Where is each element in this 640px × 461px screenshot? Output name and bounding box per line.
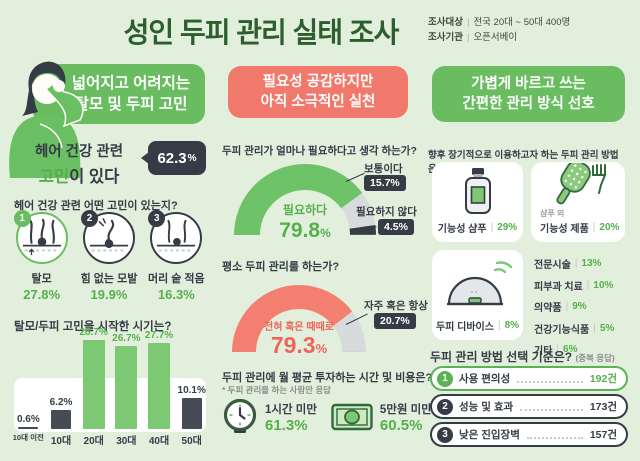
method-row: 전문시술 | 13%: [534, 258, 602, 271]
bar: [18, 427, 39, 429]
routine-gauge-block: 전혀 혹은 때때로 79.3% 자주 혹은 항상 20.7%: [224, 272, 428, 370]
invest-footnote: * 두피 관리를 하는 사람만 응답: [222, 385, 331, 395]
bar-column: 28.7% 20대: [77, 327, 110, 447]
start-period-chart: 0.6% 10대 이전 6.2% 10대 28.7% 20대 26.7% 30대 27.7% 40…: [12, 327, 208, 447]
svg-text:전혀 혹은 때때로: 전혀 혹은 때때로: [264, 320, 334, 333]
dotted-leader: [526, 430, 583, 439]
bar-value-label: 10.1%: [177, 385, 206, 396]
method-row: 의약품 | 9%: [534, 301, 587, 314]
criteria-title: 두피 관리 방법 선택 기준은? (중복 응답): [430, 350, 615, 364]
bar-category-label: 10대: [50, 436, 72, 447]
worried-woman-illustration: [9, 61, 84, 178]
bar-value-label: 27.7%: [144, 330, 174, 341]
survey-target: 조사대상 | 전국 20대 ~ 50대 400명: [428, 17, 571, 28]
gauge-segment: [232, 285, 366, 353]
svg-text:필요하다: 필요하다: [283, 202, 327, 217]
method-row: 건강기능식품 | 5%: [534, 322, 615, 336]
scalp-device-icon: [446, 261, 512, 306]
gauge-segment: [234, 164, 376, 236]
method-row: 기타 | 6%: [534, 344, 578, 357]
bar-column: 27.7% 40대: [143, 330, 176, 447]
bar-category-label: 50대: [181, 436, 202, 447]
rank-3-badge: 3: [148, 210, 166, 227]
rank-1-badge: 1: [13, 210, 31, 227]
invest-cost-item: 5만원 미만 60.5%: [331, 398, 432, 436]
page-title: 성인 두피 관리 실태 조사: [123, 17, 400, 48]
bar-category-label: 30대: [116, 436, 137, 447]
concern-item-thin-hair: 3 머리 숱 적음 16.3%: [143, 210, 210, 302]
start-period-question: 탈모/두피 고민을 시작한 시기는?: [14, 321, 172, 333]
bar-value-label: 0.6%: [16, 414, 40, 425]
criteria-rank-2: 2 성능 및 효과 173건: [430, 394, 628, 419]
gauge-side-label: 필요하지 않다: [356, 206, 417, 218]
brush-icon: [555, 163, 606, 205]
dotted-leader: [520, 402, 583, 411]
concern-item-hair-loss: 1 탈모 27.8%: [8, 210, 75, 302]
bar-category-label: 10대 이전: [12, 433, 44, 442]
bar-value-label: 26.7%: [112, 333, 141, 344]
weak-hair-icon: [89, 218, 129, 252]
concern-rate-badge: 62.3%: [141, 141, 206, 175]
bar-column: 6.2% 10대: [45, 397, 78, 447]
rank-2-badge: 2: [80, 210, 98, 227]
gauge-segment: [232, 285, 366, 353]
gauge-side-label: 보통이다: [364, 163, 403, 175]
card-sub-label: 샴푸 외: [540, 209, 565, 218]
clock-icon: [223, 398, 257, 433]
gauge-side-label: 자주 혹은 항상: [364, 300, 428, 312]
card-scalp-device: 두피 디바이스 | 8%: [432, 250, 523, 340]
svg-text:79.3%: 79.3%: [271, 332, 328, 356]
bar-column: 0.6% 10대 이전: [12, 414, 45, 446]
gauge-side-value: 4.5%: [378, 219, 414, 235]
invest-question: 두피 관리에 월 평균 투자하는 시간 및 비용은?: [222, 372, 433, 384]
need-gauge-block: 필요하다 79.8% 보통이다 15.7% 필요하지 않다 4.5%: [230, 155, 426, 257]
thin-hair-icon: [157, 219, 196, 252]
gauge-side-value: 15.7%: [364, 175, 406, 191]
bar: [181, 398, 202, 429]
bar: [115, 346, 138, 429]
hair-follicle-icon: [22, 218, 61, 256]
dotted-leader: [517, 374, 583, 383]
card-functional-shampoo: 기능성 샴푸 | 29%: [432, 162, 523, 242]
section-badge-passive-practice: 필요성 공감하지만 아직 소극적인 실천: [228, 66, 408, 118]
survey-agency: 조사기관 | 오픈서베이: [428, 32, 518, 43]
chart-backdrop: [14, 378, 206, 432]
gauge-side-value: 20.7%: [374, 313, 416, 329]
survey-meta: 조사대상 | 전국 20대 ~ 50대 400명 조사기관 | 오픈서베이: [428, 15, 570, 45]
invest-stats: 1시간 미만 61.3% 5만원 미만 60.5%: [222, 398, 432, 436]
other-methods-list: 전문시술 | 13% 피부과 치료 | 10% 의약품 | 9% 건강기능식품 | 5% 기타 |…: [534, 256, 634, 364]
routine-question: 평소 두피 관리를 하는가?: [222, 261, 340, 273]
bar-value-label: 6.2%: [49, 397, 73, 408]
bar: [82, 340, 105, 429]
criteria-rank-1: 1 사용 편의성 192건: [430, 366, 628, 391]
need-question: 두피 관리가 얼마나 필요하다고 생각 하는가?: [222, 145, 417, 157]
concern-item-weak-hair: 2 힘 없는 모발 19.9%: [75, 210, 142, 302]
money-icon: [331, 403, 373, 431]
routine-gauge: 전혀 혹은 때때로 79.3%: [232, 285, 366, 356]
hair-concern-statement: 헤어 건강 관련 고민이 있다: [34, 144, 124, 186]
bar: [51, 410, 71, 429]
bar-column: 26.7% 30대: [110, 333, 143, 447]
bar: [148, 343, 171, 429]
bar-column: 10.1% 50대: [175, 385, 208, 447]
criteria-rank-3: 3 낮은 진입장벽 157건: [430, 422, 628, 447]
shampoo-bottle-icon: [464, 168, 491, 214]
bar-category-label: 20대: [83, 436, 104, 447]
svg-text:79.8%: 79.8%: [279, 219, 331, 242]
gauge-segment: [234, 164, 376, 236]
card-functional-products: 샴푸 외 기능성 제품 | 20%: [531, 162, 625, 242]
concern-type-list: 1 탈모 27.8% 2: [8, 210, 210, 302]
criteria-note: (중복 응답): [575, 353, 615, 363]
need-gauge: 필요하다 79.8%: [234, 164, 376, 242]
invest-time-item: 1시간 미만 61.3%: [222, 398, 317, 436]
start-period-chart-bars: 0.6% 10대 이전 6.2% 10대 28.7% 20대 26.7% 30대 27.7% 40…: [12, 327, 208, 447]
concern-type-question: 헤어 건강 관련 어떤 고민이 있는지?: [14, 200, 178, 212]
method-row: 피부과 치료 | 10%: [534, 279, 614, 293]
bar-value-label: 28.7%: [79, 327, 108, 338]
section-badge-easy-care: 가볍게 바르고 쓰는 간편한 관리 방식 선호: [432, 66, 625, 122]
bar-category-label: 40대: [148, 436, 170, 447]
